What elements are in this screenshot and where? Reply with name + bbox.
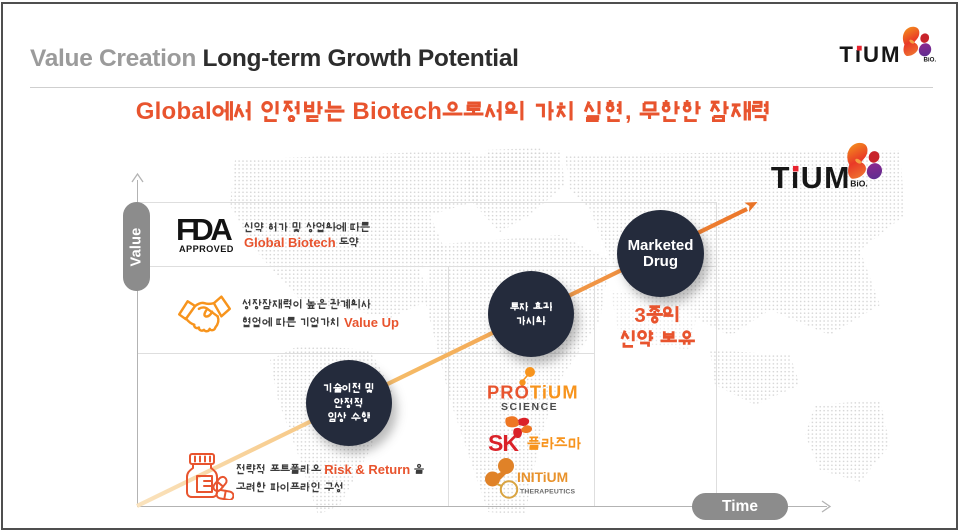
svg-text:PROTiUM: PROTiUM xyxy=(487,382,578,403)
svg-text:TıUM: TıUM xyxy=(771,161,851,195)
svg-text:SK: SK xyxy=(488,430,519,455)
svg-text:BiO.: BiO. xyxy=(850,179,868,189)
svg-text:THERAPEUTICS: THERAPEUTICS xyxy=(520,489,576,496)
svg-text:FDA: FDA xyxy=(176,213,232,247)
svg-text:TıUM: TıUM xyxy=(839,42,901,67)
svg-text:BiO.: BiO. xyxy=(923,56,936,63)
svg-text:SCIENCE: SCIENCE xyxy=(501,401,558,412)
svg-text:INITiUM: INITiUM xyxy=(517,470,568,485)
svg-text:APPROVED: APPROVED xyxy=(179,244,234,254)
